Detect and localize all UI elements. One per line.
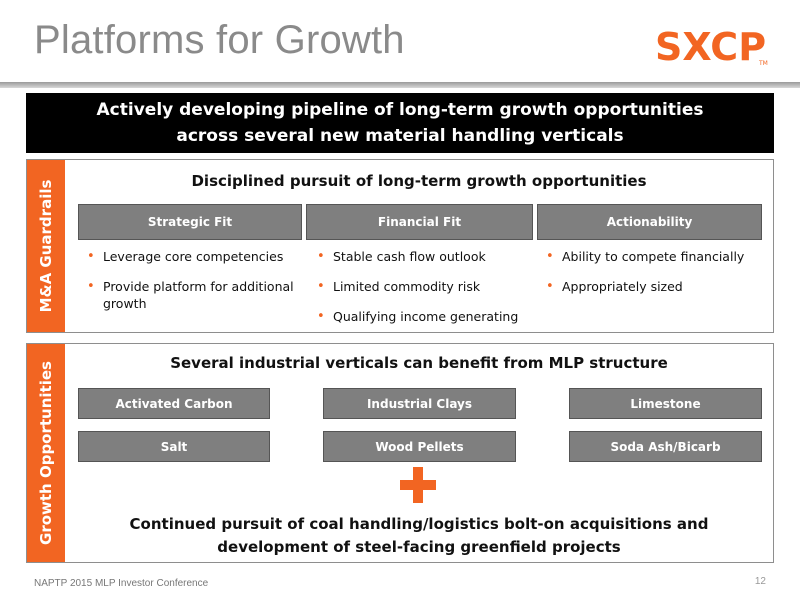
vertical-industrial-clays: Industrial Clays	[323, 388, 516, 419]
list-item: • Qualifying income generating	[317, 309, 519, 324]
page-title: Platforms for Growth	[34, 18, 405, 62]
bullet-icon: •	[546, 279, 554, 294]
list-item: • Limited commodity risk	[317, 279, 481, 294]
bullet-icon: •	[317, 249, 325, 264]
logo-tm: TM	[758, 60, 768, 66]
vertical-salt: Salt	[78, 431, 270, 462]
list-item: • Stable cash flow outlook	[317, 249, 486, 264]
guardrails-title: Disciplined pursuit of long-term growth …	[191, 172, 647, 190]
guardrails-panel: M&A Guardrails Disciplined pursuit of lo…	[26, 159, 774, 333]
title-divider	[0, 82, 800, 88]
bullet-icon: •	[87, 279, 95, 294]
actionability-header: Actionability	[537, 204, 762, 240]
list-item: • Provide platform for additional growth	[87, 279, 294, 311]
vertical-soda-ash-bicarb: Soda Ash/Bicarb	[569, 431, 762, 462]
bullet-icon: •	[87, 249, 95, 264]
strategic-fit-bullets: • Leverage core competencies • Provide pla…	[87, 248, 297, 325]
vertical-limestone: Limestone	[569, 388, 762, 419]
list-item: • Ability to compete financially	[546, 249, 745, 264]
vertical-activated-carbon: Activated Carbon	[78, 388, 270, 419]
guardrails-side-tab: M&A Guardrails	[27, 160, 65, 332]
list-item: • Appropriately sized	[546, 279, 683, 294]
sxcp-logo-graphic: SXCP TM	[655, 25, 768, 69]
vertical-wood-pellets: Wood Pellets	[323, 431, 516, 462]
financial-fit-bullets: • Stable cash flow outlook • Limited commo…	[317, 248, 532, 338]
banner-line-2: across several new material handling ver…	[176, 126, 624, 146]
growth-panel: Growth Opportunities Several industrial …	[26, 343, 774, 563]
strategic-fit-header: Strategic Fit	[78, 204, 302, 240]
footer-text: NAPTP 2015 MLP Investor Conference	[34, 578, 209, 589]
banner-line-1: Actively developing pipeline of long-ter…	[96, 100, 704, 120]
plus-icon	[400, 467, 436, 503]
guardrails-side-label: M&A Guardrails	[37, 179, 55, 313]
list-item: • Leverage core competencies	[87, 249, 284, 264]
continued-line-2: development of steel-facing greenfield p…	[217, 538, 621, 556]
financial-fit-header: Financial Fit	[306, 204, 533, 240]
sxcp-logo: SXCP TM	[655, 24, 773, 69]
bullet-icon: •	[317, 279, 325, 294]
logo-text: SXCP	[655, 25, 766, 66]
continued-pursuit-text: Continued pursuit of coal handling/logis…	[64, 513, 774, 559]
continued-line-1: Continued pursuit of coal handling/logis…	[129, 515, 709, 533]
growth-side-label: Growth Opportunities	[37, 361, 55, 545]
bullet-icon: •	[317, 309, 325, 324]
bullet-icon: •	[546, 249, 554, 264]
growth-side-tab: Growth Opportunities	[27, 344, 65, 562]
headline-banner: Actively developing pipeline of long-ter…	[26, 93, 774, 153]
growth-title: Several industrial verticals can benefit…	[170, 354, 668, 372]
actionability-bullets: • Ability to compete financially • Appropr…	[546, 248, 768, 308]
page-number: 12	[754, 576, 766, 587]
